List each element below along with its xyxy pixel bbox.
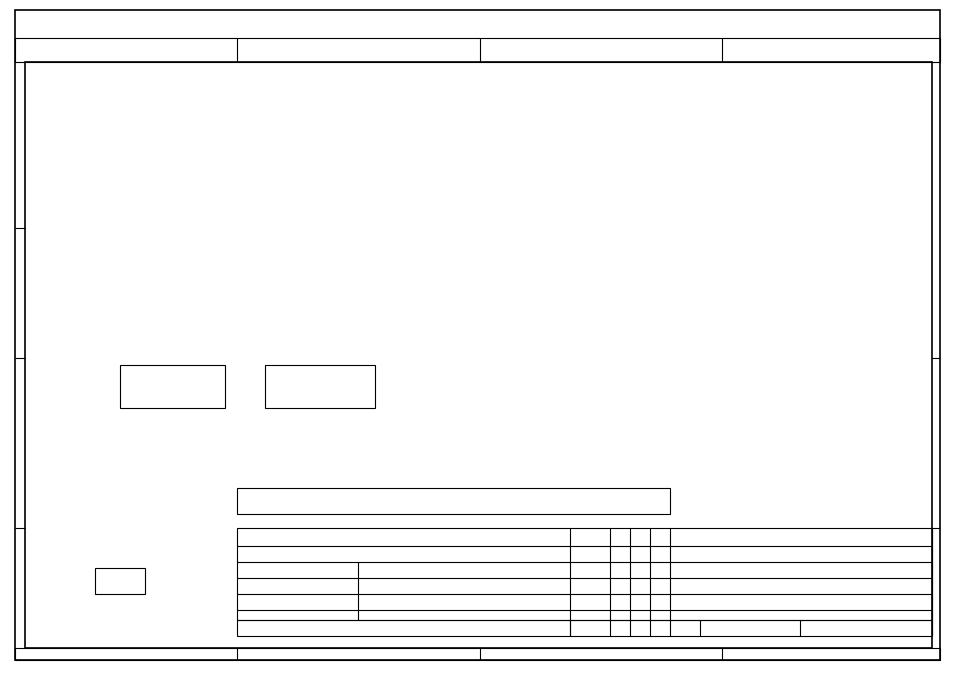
Bar — [15, 38, 939, 62]
Bar — [236, 528, 931, 636]
Bar — [120, 365, 225, 408]
Bar — [25, 62, 931, 648]
Bar — [95, 568, 145, 594]
Bar — [265, 365, 375, 408]
Bar — [15, 648, 939, 660]
Bar — [236, 488, 669, 514]
